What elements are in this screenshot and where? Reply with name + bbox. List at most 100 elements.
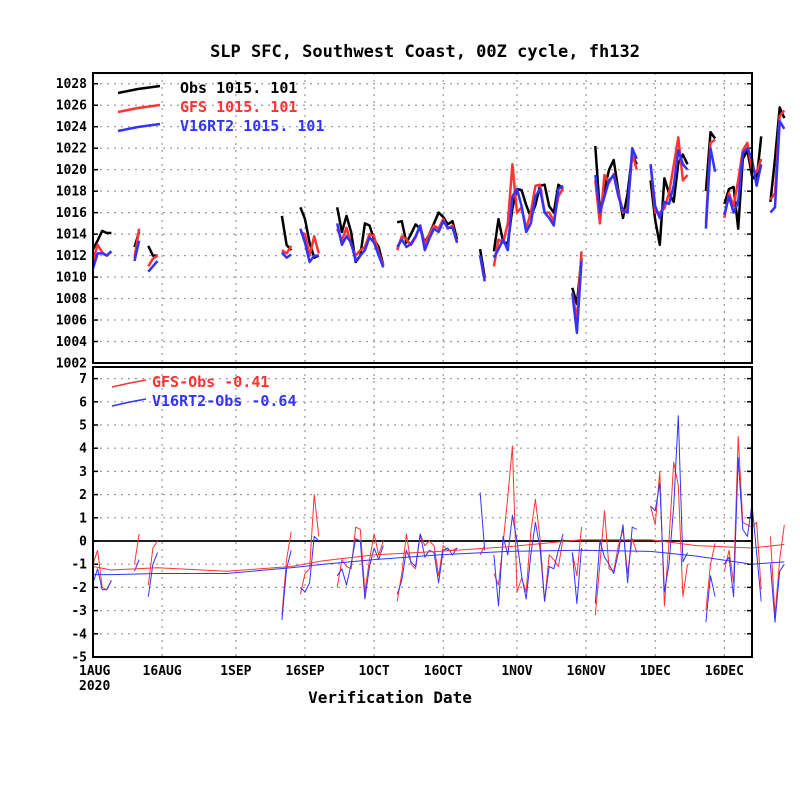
y-tick-label: 1 <box>79 511 87 526</box>
series-line-segment <box>92 539 785 572</box>
y-tick-label: -2 <box>71 581 87 596</box>
y-tick-label: -4 <box>71 627 87 642</box>
x-tick-label: 16NOV <box>567 664 606 679</box>
x-axis-label: Verification Date <box>308 688 472 707</box>
series-v16rt2 <box>91 120 786 335</box>
x-tick-label: 16AUG <box>143 664 182 679</box>
bottom-panel: -5 -4 -3 -2 -1 0 1 2 3 4 5 6 7 GFS-Obs -0.41V16RT2-Ob… <box>71 366 785 666</box>
x-tick-label: 1DEC <box>640 664 671 679</box>
y-tick-label: 1012 <box>56 249 87 264</box>
series-line-segment <box>92 568 112 591</box>
y-tick-label: -5 <box>71 651 87 666</box>
x-tick-label: 16OCT <box>424 664 463 679</box>
legend-swatch <box>111 398 147 407</box>
series-line-segment <box>594 524 638 604</box>
y-tick-label: 1008 <box>56 292 87 307</box>
legend-label: V16RT2-Obs -0.64 <box>152 392 297 410</box>
y-tick-label: 1026 <box>56 99 87 114</box>
series-line-segment <box>281 550 292 620</box>
series-line-segment <box>336 226 385 266</box>
series-line-segment <box>299 230 321 257</box>
series-line-segment <box>649 149 689 220</box>
series-line-segment <box>650 415 688 593</box>
series-line-segment <box>723 457 762 602</box>
series-line-segment <box>571 547 582 605</box>
series-line-segment <box>704 146 717 229</box>
series-v16rt2-obs <box>92 415 785 623</box>
series-line-segment <box>492 184 564 259</box>
legend-label: GFS 1015. 101 <box>180 98 297 116</box>
series-line-segment <box>396 533 458 595</box>
y-tick-label: 1002 <box>56 357 87 372</box>
y-tick-label: 1006 <box>56 314 87 329</box>
x-tick-label: 1NOV <box>501 664 532 679</box>
legend-swatch <box>117 103 161 114</box>
y-tick-label: 1016 <box>56 206 87 221</box>
series-line-segment <box>705 575 716 623</box>
y-tick-label: 1020 <box>56 163 87 178</box>
series-line-segment <box>493 445 564 602</box>
series-line-segment <box>335 223 385 268</box>
legend-swatch <box>111 379 147 388</box>
series-line-segment <box>147 552 158 597</box>
top-panel: 1002 1004 1006 1008 1010 1012 1014 1016 1018 1020… <box>56 72 786 372</box>
series-line-segment <box>723 146 763 216</box>
x-tick-label: 16SEP <box>285 664 324 679</box>
y-tick-label: 1010 <box>56 271 87 286</box>
plot-frame <box>92 366 753 658</box>
series-line-segment <box>705 543 716 611</box>
series-v16rt2-obs-running-mean <box>93 549 785 576</box>
series-line-segment <box>704 130 717 192</box>
x-tick-label: 1OCT <box>358 664 389 679</box>
series-line-segment <box>594 146 638 214</box>
plot-frame <box>92 72 753 364</box>
series-gfs-obs-running-mean <box>92 539 785 572</box>
y-tick-label: 1014 <box>56 228 87 243</box>
y-tick-label: 1004 <box>56 335 87 350</box>
legend-swatch <box>117 84 161 95</box>
series-line-segment <box>147 540 158 586</box>
series-line-segment <box>492 163 565 267</box>
series-line-segment <box>93 549 785 576</box>
y-tick-label: 1028 <box>56 77 87 92</box>
chart-title: SLP SFC, Southwest Coast, 00Z cycle, fh1… <box>210 42 640 62</box>
series-line-segment <box>571 260 583 335</box>
y-tick-label: 2 <box>79 488 87 503</box>
y-tick-label: -3 <box>71 604 87 619</box>
series-line-segment <box>147 260 159 273</box>
x-tick-label: 1SEP <box>220 664 251 679</box>
series-line-segment <box>336 538 384 600</box>
series-line-segment <box>769 524 785 616</box>
series-line-segment <box>650 461 688 607</box>
y-tick-label: -1 <box>71 558 87 573</box>
series-line-segment <box>280 251 292 259</box>
series-line-segment <box>396 219 459 252</box>
y-tick-label: 1024 <box>56 120 87 135</box>
y-tick-label: 7 <box>79 372 87 387</box>
legend-label: GFS-Obs -0.41 <box>152 373 269 391</box>
y-tick-label: 1022 <box>56 142 87 157</box>
series-line-segment <box>299 228 319 264</box>
series-line-segment <box>478 255 486 282</box>
y-tick-label: 0 <box>79 535 87 550</box>
x-axis-tick-labels: 1AUG 16AUG 1SEP 16SEP 1OCT 16OCT 1NOV 16NOV 1DEC… <box>79 664 744 694</box>
legend-label: Obs 1015. 101 <box>180 79 297 97</box>
series-line-segment <box>479 492 486 551</box>
series-line-segment <box>479 545 486 556</box>
y-tick-label: 1018 <box>56 185 87 200</box>
series-line-segment <box>147 254 159 267</box>
series-line-segment <box>133 240 141 262</box>
x-tick-label: 16DEC <box>705 664 744 679</box>
x-tick-label: 1AUG <box>79 664 110 679</box>
y-tick-label: 6 <box>79 395 87 410</box>
series-line-segment <box>571 527 582 577</box>
series-line-segment <box>769 120 786 214</box>
series-line-segment <box>281 531 292 616</box>
series-line-segment <box>299 206 320 259</box>
series-line-segment <box>493 515 564 607</box>
series-line-segment <box>91 250 113 269</box>
legend-label: V16RT2 1015. 101 <box>180 117 325 135</box>
